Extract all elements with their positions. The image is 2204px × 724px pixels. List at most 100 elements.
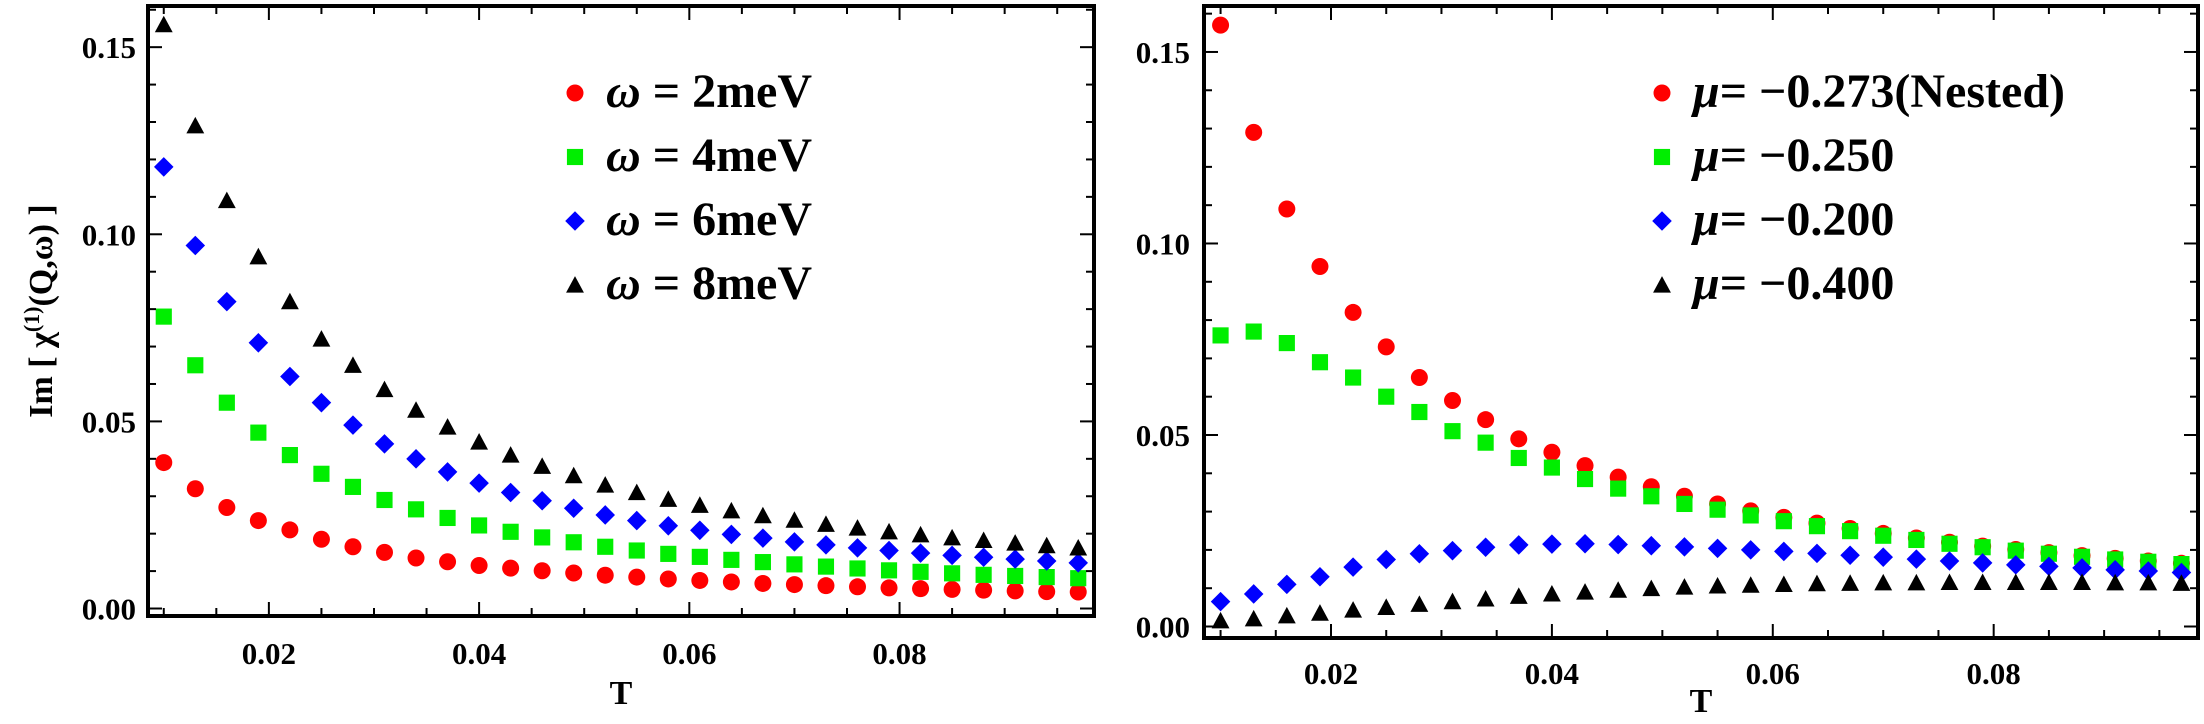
left-series-3-point: [973, 547, 994, 568]
right-series-1-point: [1212, 16, 1230, 34]
right-x-tick-label: 0.06: [1746, 656, 1800, 691]
right-series-1-point: [1410, 369, 1428, 387]
left-series-3-point: [753, 528, 773, 548]
right-series-4-point: [1244, 609, 1263, 627]
left-series-2-point: [407, 501, 425, 518]
right-legend-text-2: = −0.250: [1720, 129, 1895, 182]
right-y-tick-label: 0.00: [1136, 610, 1190, 645]
right-series-2-point: [1477, 434, 1494, 451]
left-series-1-point: [880, 579, 898, 597]
left-series-4-point: [880, 522, 898, 540]
left-series-1-point: [722, 573, 740, 591]
right-series-3-point: [1343, 557, 1363, 577]
left-chart-ticks: [148, 6, 1094, 616]
left-series-3-point: [563, 498, 584, 518]
right-series-2-point: [2040, 545, 2057, 562]
right-series-4-point: [1576, 583, 1594, 600]
right-legend-label-2: μ= −0.250: [1690, 129, 1894, 182]
right-x-tick-label: 0.04: [1525, 656, 1579, 691]
left-series-3-point: [658, 516, 679, 536]
right-series-2-point: [1245, 323, 1262, 340]
left-series-2-point: [849, 560, 866, 577]
left-series-4-point: [564, 466, 583, 484]
right-series-2-point: [1974, 539, 1991, 556]
right-series-3-point: [1707, 538, 1728, 559]
left-series-2-point: [944, 565, 961, 582]
right-series-3-point: [1475, 537, 1496, 557]
left-legend-marker-3: [565, 211, 585, 231]
left-series-2-point: [912, 563, 929, 580]
left-series-2-point: [155, 308, 172, 325]
left-series-1-point: [407, 549, 425, 567]
left-series-4-point: [943, 528, 962, 546]
left-series-3-point: [721, 524, 742, 545]
right-series-2-point: [1411, 403, 1428, 421]
right-legend-label-1: μ= −0.273(Nested): [1690, 65, 2065, 118]
right-series-4-point: [1642, 579, 1661, 597]
left-series-2-point: [281, 447, 298, 464]
right-legend-text-1: = −0.273(Nested): [1720, 65, 2065, 118]
right-legend-label-3: μ= −0.200: [1690, 193, 1894, 246]
right-series-1-point: [1444, 392, 1461, 410]
left-series-3-point: [406, 449, 426, 469]
right-series-2-point: [1510, 449, 1527, 467]
left-series-3-point: [1005, 549, 1025, 569]
right-series-3-point: [2138, 561, 2159, 581]
left-x-tick-label: 0.02: [242, 636, 296, 671]
left-series-4-point: [438, 418, 457, 435]
right-series-3-point: [1608, 534, 1628, 555]
right-series-1-point: [1576, 457, 1594, 475]
left-series-1-point: [912, 580, 930, 598]
left-x-tick-label: 0.08: [872, 636, 926, 671]
left-y-tick-label: 0.00: [82, 592, 136, 627]
left-series-3-point: [153, 157, 174, 177]
right-series-2-point: [2073, 548, 2091, 565]
right-series-3-point: [2171, 562, 2192, 583]
left-series-4-point: [312, 330, 331, 347]
right-series-4-point: [1211, 611, 1230, 629]
right-legend-symbol-3: μ: [1690, 193, 1720, 246]
right-series-4-point: [1940, 573, 1959, 591]
left-series-2-point: [471, 517, 488, 534]
left-series-4-point: [407, 401, 425, 418]
right-series-4-point: [1509, 587, 1528, 604]
left-series-2-point: [723, 551, 740, 568]
left-legend-text-2: = 4meV: [641, 129, 813, 182]
left-series-3-point: [185, 235, 206, 256]
left-legend-text-1: = 2meV: [641, 65, 813, 118]
right-legend-marker-3: [1652, 211, 1672, 231]
right-series-3-point: [1409, 543, 1430, 564]
right-series-3-point: [1972, 553, 1993, 573]
left-series-2-point: [1070, 570, 1087, 587]
right-series-4-point: [1675, 578, 1694, 595]
right-series-3-point: [1243, 584, 1264, 604]
right-x-tick-labels: 0.02 0.04 0.06 0.08: [1304, 656, 2021, 691]
left-series-1-point: [439, 553, 457, 571]
left-series-3-point: [311, 392, 332, 413]
right-series-3-point: [2039, 556, 2059, 577]
left-series-4-point: [501, 446, 520, 463]
left-series-4-point: [1006, 534, 1025, 551]
left-legend-label-2: ω = 4meV: [606, 129, 812, 182]
left-chart: 0.00 0.05 0.10 0.15 0.02 0.04 0.06 0.08 T Im […: [19, 4, 1096, 712]
left-legend-symbol-1: ω: [606, 65, 641, 118]
right-series-4-point: [1609, 581, 1628, 598]
left-legend-marker-2: [566, 148, 584, 166]
right-series-3-point: [1210, 591, 1231, 612]
left-series-1-point: [1006, 582, 1024, 600]
left-series-2-point: [218, 394, 235, 411]
left-series-1-point: [943, 580, 961, 598]
left-series-2-point: [691, 548, 708, 565]
left-y-tick-label: 0.10: [82, 217, 136, 252]
left-series-1-point: [1038, 583, 1056, 601]
left-legend-marker-1: [566, 84, 584, 102]
right-legend-marker-2: [1653, 148, 1671, 166]
left-y-axis-title-prefix: Im [ χ: [23, 332, 60, 418]
left-series-3-point: [1068, 553, 1089, 573]
left-series-1-point: [502, 559, 520, 577]
left-x-axis-title: T: [610, 675, 633, 712]
right-series-4-point: [2006, 573, 2025, 591]
right-series-4-point: [1542, 585, 1561, 602]
